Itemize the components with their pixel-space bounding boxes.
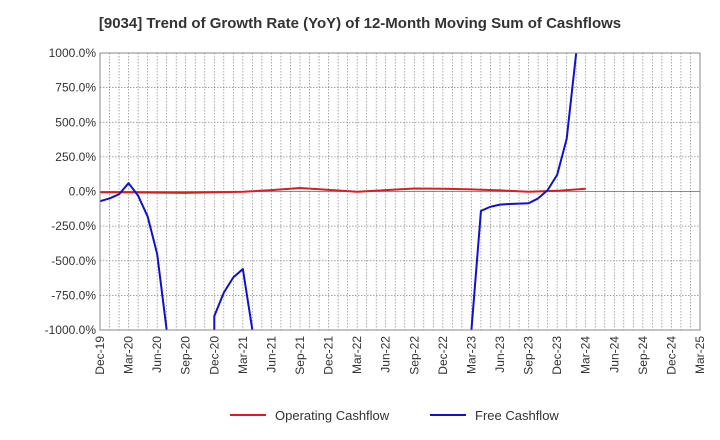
x-tick-label: Dec-20 [207,336,221,375]
x-tick-label: Sep-24 [636,336,650,375]
x-tick-label: Mar-25 [693,336,707,374]
x-tick-label: Jun-24 [607,336,621,373]
x-tick-label: Dec-19 [93,336,107,375]
y-tick-label: 500.0% [55,115,96,129]
series-layer [99,52,586,331]
y-axis: 1000.0% 750.0% 500.0% 250.0% 0.0% -250.0% -500… [45,46,97,337]
chart-title: [9034] Trend of Growth Rate (YoY) of 12-… [98,15,622,32]
y-tick-label: 0.0% [69,185,97,199]
x-axis: Dec-19 Mar-20 Jun-20 Sep-20 Dec-20 Mar-21 Jun-… [93,336,707,375]
plot-frame [99,52,701,331]
y-tick-label: 250.0% [55,150,96,164]
series-line [100,187,586,194]
x-tick-label: Jun-23 [493,336,507,373]
x-tick-label: Jun-22 [379,336,393,373]
x-tick-label: Jun-20 [150,336,164,373]
y-tick-label: -1000.0% [45,323,97,337]
legend-label: Operating Cashflow [275,408,390,423]
series-line [99,52,578,331]
grid [99,52,701,331]
x-tick-label: Dec-24 [664,336,678,375]
y-tick-label: 750.0% [55,81,96,95]
y-tick-label: -500.0% [51,254,96,268]
x-tick-label: Sep-23 [522,336,536,375]
x-tick-label: Dec-22 [436,336,450,375]
y-tick-label: -750.0% [51,288,96,302]
plot-border [99,52,701,331]
x-tick-label: Dec-23 [550,336,564,375]
x-tick-label: Sep-20 [179,336,193,375]
x-tick-label: Dec-21 [322,336,336,375]
legend: Operating Cashflow Free Cashflow [230,408,559,423]
x-tick-label: Sep-22 [407,336,421,375]
x-tick-label: Mar-22 [350,336,364,374]
x-tick-label: Mar-23 [464,336,478,374]
x-tick-label: Mar-24 [579,336,593,374]
legend-label: Free Cashflow [475,408,559,423]
x-tick-label: Sep-21 [293,336,307,375]
y-tick-label: -250.0% [51,219,96,233]
x-tick-label: Mar-21 [236,336,250,374]
x-tick-label: Jun-21 [264,336,278,373]
y-tick-label: 1000.0% [49,46,97,60]
x-tick-label: Mar-20 [122,336,136,374]
